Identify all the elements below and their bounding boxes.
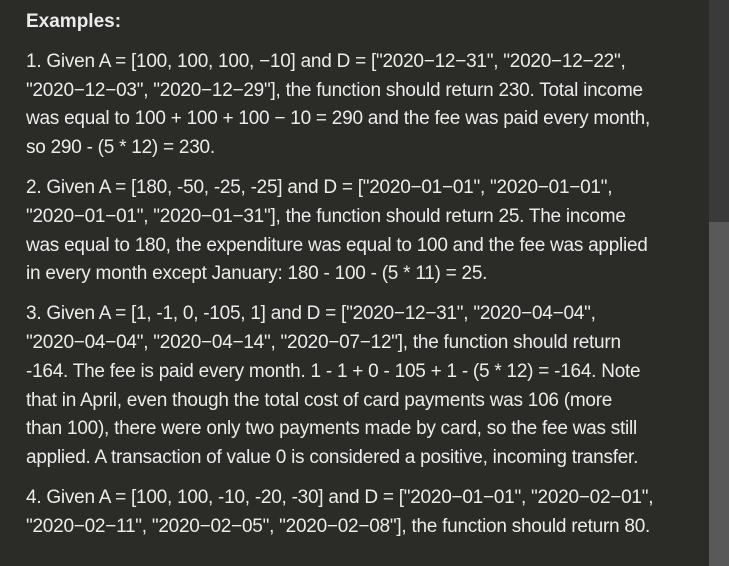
examples-heading: Examples:	[26, 11, 122, 32]
example-line: "2020−04−04", "2020−04−14", "2020−07−12"…	[26, 331, 621, 353]
example-line: that in April, even though the total cos…	[26, 389, 613, 411]
example-3: 3. Given A = [1, -1, 0, -105, 1] and D =…	[26, 300, 706, 473]
example-line: in every month except January: 180 - 100…	[26, 263, 488, 285]
example-2: 2. Given A = [180, -50, -25, -25] and D …	[26, 174, 706, 289]
document-panel: Examples: 1. Given A = [100, 100, 100, −…	[26, 8, 706, 553]
example-line: was equal to 180, the expenditure was eq…	[26, 234, 648, 256]
example-line: was equal to 100 + 100 + 100 − 10 = 290 …	[26, 108, 650, 130]
example-line: "2020−01−01", "2020−01−31"], the functio…	[26, 205, 626, 227]
example-4: 4. Given A = [100, 100, -10, -20, -30] a…	[26, 484, 706, 542]
example-line: so 290 - (5 * 12) = 230.	[26, 137, 215, 159]
example-line: than 100), there were only two payments …	[26, 418, 637, 440]
example-line: applied. A transaction of value 0 is con…	[26, 447, 639, 469]
examples-section: Examples: 1. Given A = [100, 100, 100, −…	[26, 8, 706, 553]
example-line: -164. The fee is paid every month. 1 - 1…	[26, 360, 641, 382]
example-line: 1. Given A = [100, 100, 100, −10] and D …	[26, 50, 626, 72]
scrollbar-thumb[interactable]	[709, 222, 729, 566]
example-line: "2020−12−03", "2020−12−29"], the functio…	[26, 79, 643, 101]
example-line: "2020−02−11", "2020−02−05", "2020−02−08"…	[26, 515, 651, 537]
example-1: 1. Given A = [100, 100, 100, −10] and D …	[26, 48, 706, 163]
example-line: 3. Given A = [1, -1, 0, -105, 1] and D =…	[26, 303, 596, 325]
example-line: 2. Given A = [180, -50, -25, -25] and D …	[26, 176, 613, 198]
example-line: 4. Given A = [100, 100, -10, -20, -30] a…	[26, 486, 654, 508]
